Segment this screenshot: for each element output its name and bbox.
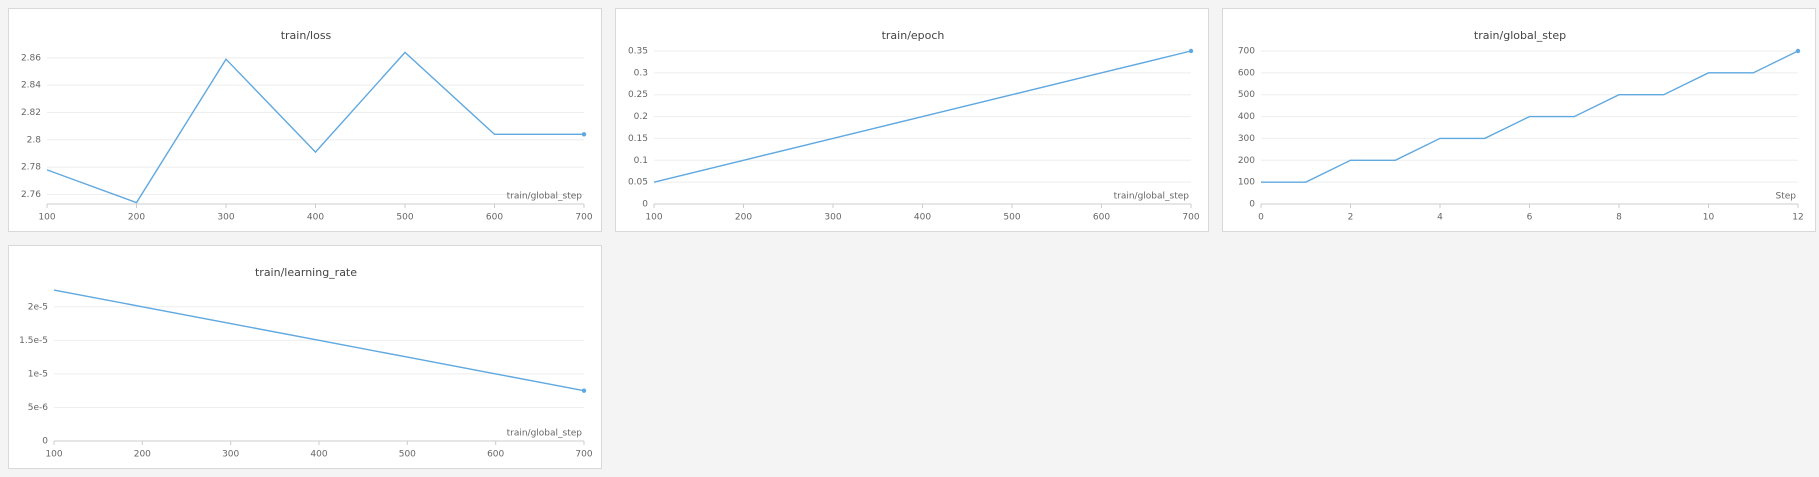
- chart: train/loss 2.76 2.78 2.8 2.82 2.84 2.86 100 200 3…: [21, 29, 593, 223]
- x-tick-label: 8: [1616, 213, 1622, 223]
- x-tick-label: 200: [735, 213, 752, 223]
- x-tick-label: 400: [310, 450, 327, 460]
- x-axis-label: train/global_step: [507, 192, 583, 202]
- line: [1261, 50, 1799, 183]
- y-tick-label: 300: [1238, 134, 1255, 144]
- x-axis-label: train/global_step: [507, 429, 583, 439]
- last-point: [1795, 48, 1801, 54]
- x-tick-label: 12: [1792, 213, 1803, 223]
- x-tick-label: 4: [1437, 213, 1443, 223]
- y-tick-label: 2.82: [21, 108, 41, 118]
- y-tick-label: 0.25: [628, 90, 648, 100]
- x-tick-label: 400: [914, 213, 931, 223]
- x-tick-label: 700: [575, 213, 592, 223]
- y-tick-label: 0.1: [634, 156, 648, 166]
- last-point: [581, 132, 587, 137]
- y-tick-label: 1.5e-5: [19, 336, 48, 346]
- x-tick-label: 300: [222, 450, 239, 460]
- x-tick-label: 200: [134, 450, 151, 460]
- chart: train/epoch 0 0.05 0.1 0.15 0.2 0.25 0.3 0.35 100…: [628, 29, 1200, 223]
- y-tick-label: 600: [1238, 68, 1255, 78]
- x-tick-label: 200: [128, 213, 145, 223]
- x-tick-label: 600: [1093, 213, 1110, 223]
- chart-panel: train/learning_rate 0 5e-6 1e-5 1.5e-5 2e-5 10…: [8, 245, 602, 469]
- y-tick-label: 0.35: [628, 47, 648, 57]
- x-axis-label: train/global_step: [1114, 192, 1190, 202]
- chart-panel: train/epoch 0 0.05 0.1 0.15 0.2 0.25 0.3 0.35 100…: [615, 8, 1209, 232]
- y-tick-label: 100: [1238, 178, 1255, 188]
- line: [46, 51, 584, 204]
- x-tick-label: 700: [575, 450, 592, 460]
- y-tick-label: 5e-6: [28, 403, 49, 413]
- y-tick-label: 0: [642, 200, 648, 210]
- x-tick-label: 500: [1003, 213, 1020, 223]
- x-tick-label: 10: [1703, 213, 1715, 223]
- chart-panel: train/global_step 0 100 200 300 400 500 600 700 0…: [1222, 8, 1816, 232]
- chart-title: train/loss: [281, 29, 332, 42]
- y-tick-label: 2.78: [21, 163, 41, 173]
- y-tick-label: 2.86: [21, 53, 41, 63]
- x-tick-label: 300: [217, 213, 234, 223]
- x-axis-label: Step: [1776, 192, 1797, 202]
- x-tick-label: 2: [1348, 213, 1354, 223]
- x-tick-label: 500: [399, 450, 416, 460]
- x-tick-label: 600: [486, 213, 503, 223]
- x-tick-label: 100: [38, 213, 55, 223]
- y-tick-label: 0: [42, 437, 48, 447]
- chart-title: train/learning_rate: [255, 266, 357, 279]
- y-tick-label: 1e-5: [28, 369, 48, 379]
- y-tick-label: 0: [1249, 200, 1255, 210]
- y-tick-label: 500: [1238, 90, 1255, 100]
- chart: train/learning_rate 0 5e-6 1e-5 1.5e-5 2e-5 10…: [19, 266, 593, 460]
- y-tick-label: 200: [1238, 156, 1255, 166]
- y-tick-label: 2.84: [21, 81, 41, 91]
- y-tick-label: 2e-5: [28, 302, 48, 312]
- x-tick-label: 6: [1527, 213, 1533, 223]
- last-point: [581, 388, 587, 393]
- x-tick-label: 600: [487, 450, 504, 460]
- x-tick-label: 300: [824, 213, 841, 223]
- chart-title: train/global_step: [1474, 29, 1566, 42]
- x-tick-label: 400: [307, 213, 324, 223]
- y-tick-label: 0.3: [634, 68, 648, 78]
- chart-panel: train/loss 2.76 2.78 2.8 2.82 2.84 2.86 100 200 3…: [8, 8, 602, 232]
- y-tick-label: 2.8: [27, 135, 42, 145]
- y-tick-label: 400: [1238, 112, 1255, 122]
- y-tick-label: 0.2: [634, 112, 648, 122]
- x-tick-label: 100: [645, 213, 662, 223]
- chart-title: train/epoch: [882, 29, 945, 42]
- chart: train/global_step 0 100 200 300 400 500 600 700 0…: [1238, 29, 1804, 223]
- x-tick-label: 0: [1258, 213, 1264, 223]
- line: [653, 50, 1192, 183]
- y-tick-label: 700: [1238, 47, 1255, 57]
- last-point: [1188, 48, 1194, 54]
- x-tick-label: 700: [1182, 213, 1199, 223]
- y-tick-label: 0.05: [628, 178, 648, 188]
- y-tick-label: 2.76: [21, 190, 41, 200]
- line: [53, 289, 585, 392]
- x-tick-label: 500: [396, 213, 413, 223]
- y-tick-label: 0.15: [628, 134, 648, 144]
- x-tick-label: 100: [45, 450, 62, 460]
